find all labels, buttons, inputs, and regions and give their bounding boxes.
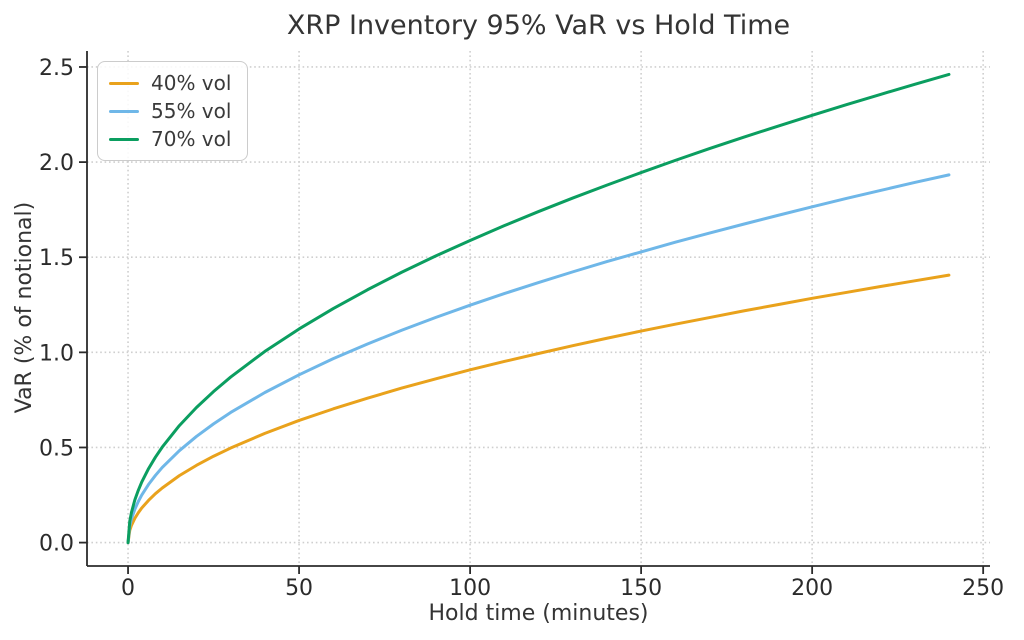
x-tick-label: 0 bbox=[121, 576, 135, 601]
legend-label: 40% vol bbox=[151, 71, 232, 95]
y-tick-label: 0.5 bbox=[39, 436, 74, 461]
x-axis-label: Hold time (minutes) bbox=[428, 601, 649, 626]
chart-title: XRP Inventory 95% VaR vs Hold Time bbox=[286, 10, 791, 41]
series-line-55-vol bbox=[126, 173, 951, 545]
legend-label: 70% vol bbox=[151, 127, 232, 151]
legend-line-swatch bbox=[109, 137, 139, 141]
legend-line-swatch bbox=[109, 81, 139, 85]
y-tick-label: 1.0 bbox=[39, 341, 74, 366]
x-tick-label: 250 bbox=[962, 576, 1004, 601]
x-tick-label: 150 bbox=[620, 576, 662, 601]
x-tick-label: 100 bbox=[449, 576, 491, 601]
y-tick-label: 1.5 bbox=[39, 246, 74, 271]
legend-item: 70% vol bbox=[109, 125, 231, 153]
y-axis-label: VaR (% of notional) bbox=[12, 201, 37, 414]
legend-item: 40% vol bbox=[109, 69, 231, 97]
legend: 40% vol 55% vol 70% vol bbox=[97, 61, 249, 161]
y-tick-label: 2.0 bbox=[39, 151, 74, 176]
x-tick-label: 200 bbox=[791, 576, 833, 601]
legend-item: 55% vol bbox=[109, 97, 231, 125]
y-tick-label: 0.0 bbox=[39, 532, 74, 557]
y-tick-label: 2.5 bbox=[39, 56, 74, 81]
series-line-70-vol bbox=[126, 72, 951, 545]
legend-label: 55% vol bbox=[151, 99, 232, 123]
x-tick-label: 50 bbox=[285, 576, 313, 601]
legend-line-swatch bbox=[109, 109, 139, 113]
series-line-40-vol bbox=[126, 273, 951, 545]
